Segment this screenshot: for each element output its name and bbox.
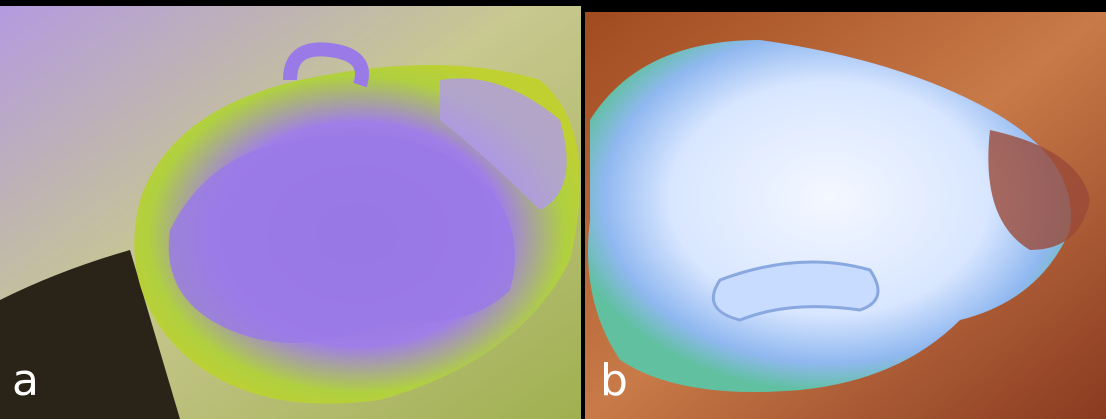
panel-label: a xyxy=(12,355,39,406)
divider xyxy=(581,0,585,419)
panel-a xyxy=(0,6,583,419)
panel-label: b xyxy=(600,355,628,406)
figure: a b xyxy=(0,0,1106,419)
border xyxy=(583,0,1106,12)
panel-b xyxy=(583,0,1106,419)
